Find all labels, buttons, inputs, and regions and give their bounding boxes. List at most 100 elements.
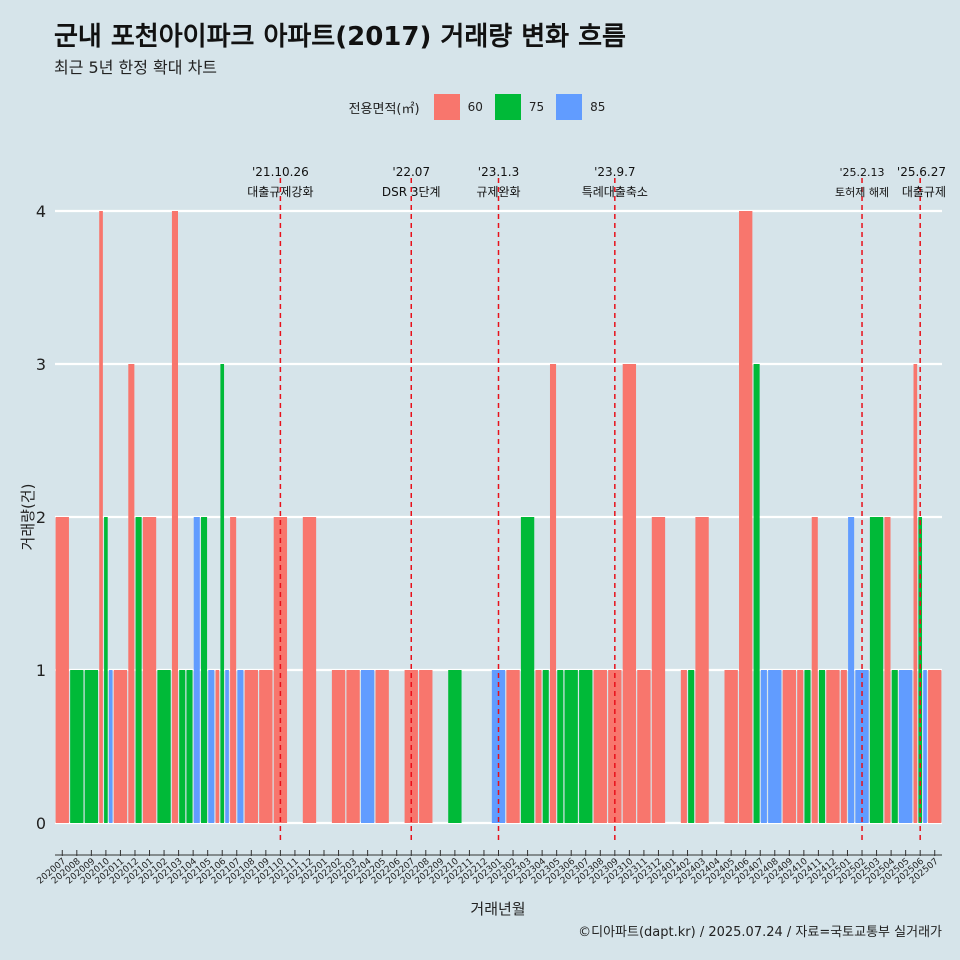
bar-202506-60 [913,364,918,823]
bar-202304-75 [542,670,549,823]
bar-202101-60 [142,517,157,823]
bar-202501-60 [840,670,847,823]
bar-202107-60 [230,517,237,823]
bar-202208-60 [419,670,433,823]
x-axis-title: 거래년월 [470,900,525,918]
bar-202105-85 [208,670,215,823]
bar-202107-85 [237,670,244,823]
bar-202303-75 [520,517,535,823]
legend-label-60: 60 [467,100,483,114]
bar-202103-60 [171,211,178,823]
y-tick-label: 1 [36,661,46,680]
bar-202012-60 [128,364,135,823]
bar-202011-60 [113,670,128,823]
bar-202010-75 [104,517,108,823]
bar-202409-60 [782,670,796,823]
legend-label-75: 75 [528,100,545,114]
bar-202506-85 [923,670,927,823]
annotation-date: '25.2.13 [840,166,885,179]
bar-202407-85 [760,670,767,823]
y-axis-title: 거래량(건) [19,484,37,551]
bar-202103-75 [179,670,186,823]
legend: 전용면적(㎡) 60 75 85 [0,92,960,122]
y-tick-label: 2 [36,508,46,527]
bars [55,211,942,823]
bar-202507-60 [928,670,942,823]
bar-202010-85 [108,670,113,823]
bar-202108-60 [244,670,258,823]
y-tick-label: 4 [36,202,46,221]
legend-item-60: 60 [433,94,483,120]
bar-202106-60 [215,670,220,823]
bar-202310-60 [622,364,637,823]
bar-202203-60 [346,670,360,823]
y-tick-label: 0 [36,814,46,833]
legend-swatch-75 [494,94,521,120]
annotation-date: '23.9.7 [594,165,635,179]
bar-202407-75 [753,364,760,823]
bar-202412-60 [826,670,840,823]
annotation-label: DSR 3단계 [382,185,441,199]
bar-202505-85 [898,670,913,823]
legend-swatch-60 [433,94,460,120]
annotation-label: 토허제 해제 [835,185,889,199]
annotation-label: 특례대출축소 [582,185,648,199]
annotation-label: 대출규제 [902,185,946,199]
caption: ©디아파트(dapt.kr) / 2025.07.24 / 자료=국토교통부 실… [578,925,942,940]
bar-202110-60 [273,517,288,823]
legend-swatch-85 [556,94,583,120]
bar-202009-75 [84,670,99,823]
annotation-date: '22.07 [392,165,430,179]
bar-202304-60 [535,670,542,823]
bar-202106-85 [225,670,229,823]
bar-202106-75 [220,364,225,823]
annotation-label: 대출규제강화 [247,185,313,199]
bar-202308-60 [593,670,607,823]
bar-202205-60 [375,670,389,823]
legend-label-85: 85 [590,100,606,114]
bar-202007-60 [55,517,69,823]
annotation-label: 규제완화 [476,185,520,199]
bar-202210-75 [448,670,462,823]
legend-item-85: 85 [556,94,605,120]
bar-202411-75 [819,670,826,823]
annotation-date: '21.10.26 [252,165,309,179]
annotation-date: '25.6.27 [897,165,946,179]
bar-202012-75 [135,517,142,823]
legend-title: 전용면적(㎡) [348,101,420,117]
bar-202311-60 [637,670,651,823]
bar-202504-75 [891,670,898,823]
bar-202008-75 [70,670,84,823]
annotations: '21.10.26 대출규제강화 '22.07 DSR 3단계 '23.1.3 규제완화 '… [247,165,946,842]
bar-202010-60 [99,211,103,823]
bar-202104-85 [193,517,200,823]
bar-202410-60 [797,670,804,823]
bar-202406-60 [739,211,753,823]
bar-202102-75 [157,670,171,823]
bar-202506-75 [918,517,923,823]
chart-title: 군내 포천아이파크 아파트(2017) 거래량 변화 흐름 [54,22,626,52]
y-tick-label: 3 [36,355,46,374]
chart-subtitle: 최근 5년 한정 확대 차트 [54,58,218,77]
annotation-date: '23.1.3 [478,165,519,179]
bar-202105-75 [201,517,208,823]
bar-202312-60 [651,517,666,823]
bar-202104-75 [186,670,193,823]
bar-202305-75 [557,670,564,823]
bar-202402-75 [688,670,695,823]
bar-202503-75 [869,517,884,823]
bar-202305-60 [549,364,557,823]
bar-202410-75 [804,670,811,823]
bar-202411-60 [811,517,818,823]
bar-202402-60 [680,670,687,823]
bar-202204-85 [360,670,375,823]
bar-202109-60 [259,670,273,823]
bar-202307-75 [579,670,593,823]
bar-202504-60 [884,517,891,823]
bar-202501-85 [848,517,855,823]
bar-202202-60 [331,670,346,823]
legend-item-75: 75 [494,94,545,120]
bar-202408-85 [768,670,782,823]
bar-202403-60 [695,517,709,823]
